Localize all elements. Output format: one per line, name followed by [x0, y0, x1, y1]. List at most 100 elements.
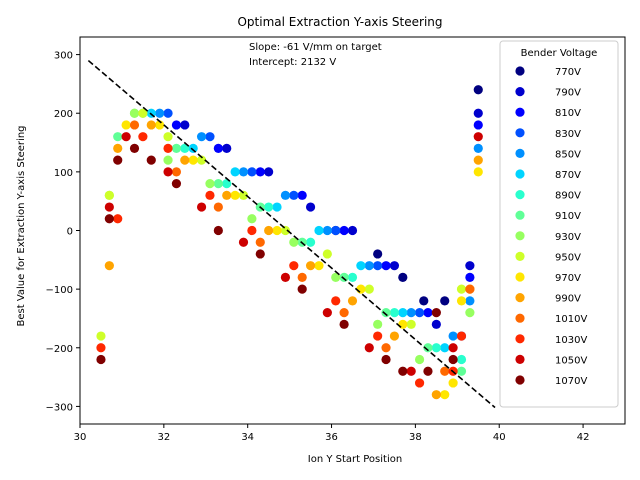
series-1030V [96, 132, 467, 388]
legend-entry: 850V [555, 149, 581, 160]
legend-entry: 830V [555, 129, 581, 140]
data-point [347, 296, 358, 306]
data-point [381, 343, 391, 353]
series-790V [180, 108, 483, 329]
data-point [163, 143, 173, 154]
data-point [314, 225, 324, 236]
legend-marker [515, 354, 525, 364]
data-point [247, 214, 257, 224]
data-point [448, 331, 458, 341]
legend-entry: 1010V [555, 314, 587, 325]
data-point [104, 261, 114, 271]
data-point [456, 331, 467, 341]
legend-marker [515, 375, 525, 385]
legend-marker [515, 272, 525, 282]
legend-marker [515, 210, 525, 220]
data-point [448, 343, 458, 353]
data-point [104, 190, 114, 200]
x-axis-label: Ion Y Start Position [308, 454, 402, 465]
x-tick-label: 30 [74, 432, 87, 443]
data-point [473, 120, 483, 130]
data-point [155, 120, 165, 130]
data-point [364, 261, 374, 271]
data-point [339, 272, 349, 283]
data-point [129, 143, 140, 154]
data-point [473, 143, 483, 154]
data-point [163, 108, 173, 118]
legend-marker [515, 107, 525, 117]
legend-entry: 770V [555, 67, 581, 78]
data-point [196, 155, 207, 165]
data-point [414, 307, 425, 318]
legend-marker [515, 251, 525, 261]
data-point [305, 202, 316, 212]
data-point [431, 343, 441, 353]
data-point [364, 343, 374, 353]
data-point [289, 190, 299, 200]
data-point [356, 284, 366, 294]
series-830V [163, 108, 467, 341]
data-point [196, 132, 207, 142]
data-marks [87, 59, 496, 409]
series-810V [171, 120, 483, 318]
data-point [289, 261, 299, 271]
data-point [322, 307, 332, 318]
data-point [465, 296, 475, 306]
data-point [473, 108, 483, 118]
data-point [406, 366, 416, 376]
fit-line [87, 59, 496, 409]
data-point [171, 143, 182, 154]
x-tick-label: 42 [577, 432, 590, 443]
data-point [381, 261, 391, 271]
x-tick-label: 32 [157, 432, 170, 443]
data-point [121, 120, 131, 130]
data-point [113, 132, 123, 142]
legend-marker [515, 313, 525, 323]
data-point [473, 85, 483, 95]
data-point [381, 307, 391, 318]
data-point [448, 378, 458, 388]
data-point [440, 390, 450, 400]
legend-box [499, 40, 619, 408]
legend-entry: 1070V [555, 376, 587, 387]
data-point [297, 272, 307, 283]
data-point [398, 307, 408, 318]
data-point [222, 190, 232, 200]
data-point [272, 202, 282, 212]
series-1010V [129, 120, 475, 376]
data-point [448, 354, 458, 365]
data-point [280, 272, 291, 283]
y-tick-label: −100 [46, 285, 73, 296]
data-point [331, 225, 341, 236]
data-point [255, 167, 265, 177]
data-point [331, 296, 341, 306]
data-point [255, 237, 265, 247]
x-tick-label: 36 [325, 432, 338, 443]
data-point [465, 284, 475, 294]
data-point [264, 167, 274, 177]
data-point [163, 132, 173, 142]
data-point [113, 143, 123, 154]
data-point [171, 178, 182, 189]
series-1070V [96, 143, 458, 376]
data-point [381, 354, 391, 365]
data-point [205, 132, 215, 142]
data-point [398, 366, 408, 376]
data-point [280, 190, 291, 200]
data-point [113, 214, 123, 224]
legend-marker [515, 334, 525, 344]
plot-area: 30 32 34 36 38 40 42 −300 −200 −100 0 100 200 300 [46, 36, 626, 443]
data-point [398, 272, 408, 283]
data-point [373, 331, 383, 341]
data-point [322, 249, 332, 259]
x-tick-label: 38 [409, 432, 422, 443]
legend-marker [515, 87, 525, 97]
data-point [456, 366, 467, 376]
series-870V [146, 108, 450, 353]
data-point [347, 272, 358, 283]
annotation-slope: Slope: -61 V/mm on target [249, 42, 382, 53]
data-point [339, 307, 349, 318]
chart-title: Optimal Extraction Y-axis Steering [237, 15, 442, 29]
data-point [96, 331, 106, 341]
data-point [389, 307, 400, 318]
